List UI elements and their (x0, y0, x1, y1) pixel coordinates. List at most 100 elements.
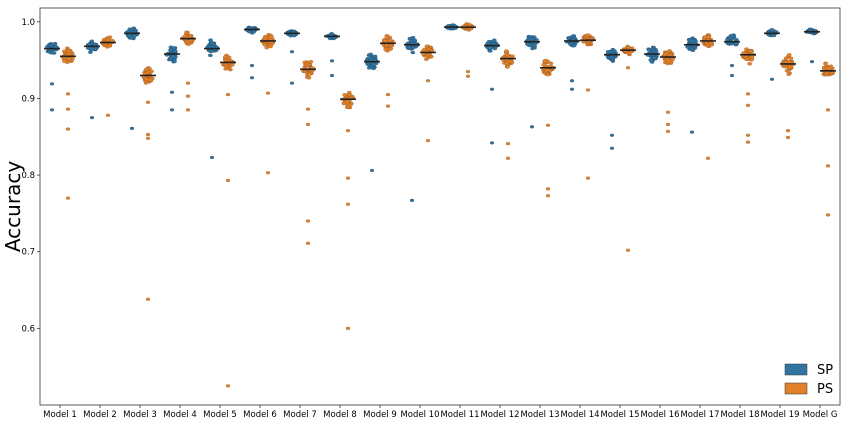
outlier-point (545, 194, 551, 198)
outlier-point (425, 79, 431, 83)
outlier-point (369, 168, 375, 173)
data-point (306, 72, 312, 76)
data-point (66, 49, 72, 53)
outlier-point (209, 155, 215, 160)
data-point (109, 38, 115, 43)
data-point (745, 57, 751, 62)
data-point (208, 41, 214, 45)
outlier-point (609, 146, 615, 150)
data-point (527, 43, 532, 48)
data-point (410, 50, 416, 55)
data-point (491, 38, 497, 43)
data-point (541, 62, 547, 67)
x-tick-label: Model 16 (640, 410, 679, 420)
data-point (784, 69, 790, 73)
outlier-point (625, 66, 631, 70)
outlier-point (225, 92, 231, 97)
x-tick-label: Model 14 (560, 410, 599, 420)
outlier-point (529, 125, 535, 129)
data-point (306, 76, 312, 80)
x-tick-label: Model 5 (203, 410, 237, 420)
outlier-point (425, 138, 431, 143)
outlier-point (305, 107, 311, 111)
x-tick-label: Model 3 (123, 410, 157, 420)
data-point (744, 47, 749, 51)
outlier-point (225, 384, 231, 388)
outlier-point (489, 87, 495, 91)
data-point (667, 49, 672, 53)
y-tick-label: 0.9 (21, 94, 35, 104)
data-point (188, 33, 193, 38)
x-tick-label: Model 6 (243, 410, 277, 420)
outlier-point (825, 164, 831, 168)
outlier-point (145, 297, 151, 301)
outlier-point (345, 128, 351, 133)
data-point (62, 49, 67, 53)
data-point (66, 57, 72, 61)
outlier-point (745, 103, 751, 107)
outlier-point (345, 202, 351, 206)
outlier-point (689, 130, 695, 134)
outlier-point (825, 213, 831, 217)
data-point (262, 42, 267, 47)
outlier-point (249, 63, 255, 68)
outlier-point (625, 248, 631, 252)
outlier-point (409, 198, 415, 203)
x-tick-label: Model 11 (440, 410, 479, 420)
outlier-point (825, 108, 831, 112)
data-point (749, 54, 755, 59)
legend-label-sp: SP (817, 363, 833, 378)
data-point (706, 35, 712, 39)
legend: SP PS (784, 363, 833, 397)
outlier-point (745, 133, 751, 137)
data-point (544, 68, 550, 72)
data-point (612, 49, 617, 53)
outlier-point (129, 126, 135, 130)
data-point (648, 58, 654, 62)
data-point (690, 48, 696, 53)
data-point (224, 64, 230, 69)
data-point (424, 44, 430, 49)
data-point (504, 49, 509, 53)
outlier-point (665, 122, 671, 127)
data-point (485, 41, 491, 46)
data-point (566, 35, 572, 40)
data-point (347, 93, 352, 97)
outlier-point (585, 88, 591, 92)
outlier-point (745, 92, 751, 96)
outlier-point (545, 187, 551, 191)
legend-swatch-sp (784, 363, 808, 376)
x-tick-label: Model 4 (163, 410, 197, 420)
data-point (268, 44, 273, 49)
data-point (368, 52, 374, 57)
outlier-point (385, 92, 391, 97)
data-point (88, 50, 93, 54)
data-point (709, 42, 715, 47)
outlier-point (65, 127, 71, 131)
outlier-point (745, 140, 751, 144)
x-tick-label: Model 2 (83, 410, 117, 420)
data-point (207, 53, 213, 58)
data-point (49, 43, 55, 47)
data-point (105, 38, 111, 42)
data-point (546, 72, 551, 77)
data-point (222, 55, 228, 59)
data-point (372, 54, 378, 59)
outlier-point (145, 136, 151, 140)
data-point (505, 64, 510, 69)
y-tick-label: 0.6 (21, 324, 35, 334)
outlier-point (185, 81, 191, 85)
data-point (383, 43, 389, 48)
data-point (209, 49, 214, 53)
data-point (304, 62, 310, 66)
y-tick-label: 0.7 (21, 248, 35, 258)
data-point (492, 46, 498, 51)
data-point (504, 53, 510, 58)
legend-label-ps: PS (817, 382, 833, 397)
data-point (133, 28, 138, 33)
x-axis: Model 1 Model 2 Model 3 Model 4 Model 5 Model… (43, 405, 837, 420)
data-point (783, 56, 789, 60)
outlier-point (65, 92, 71, 96)
data-point (585, 33, 591, 37)
